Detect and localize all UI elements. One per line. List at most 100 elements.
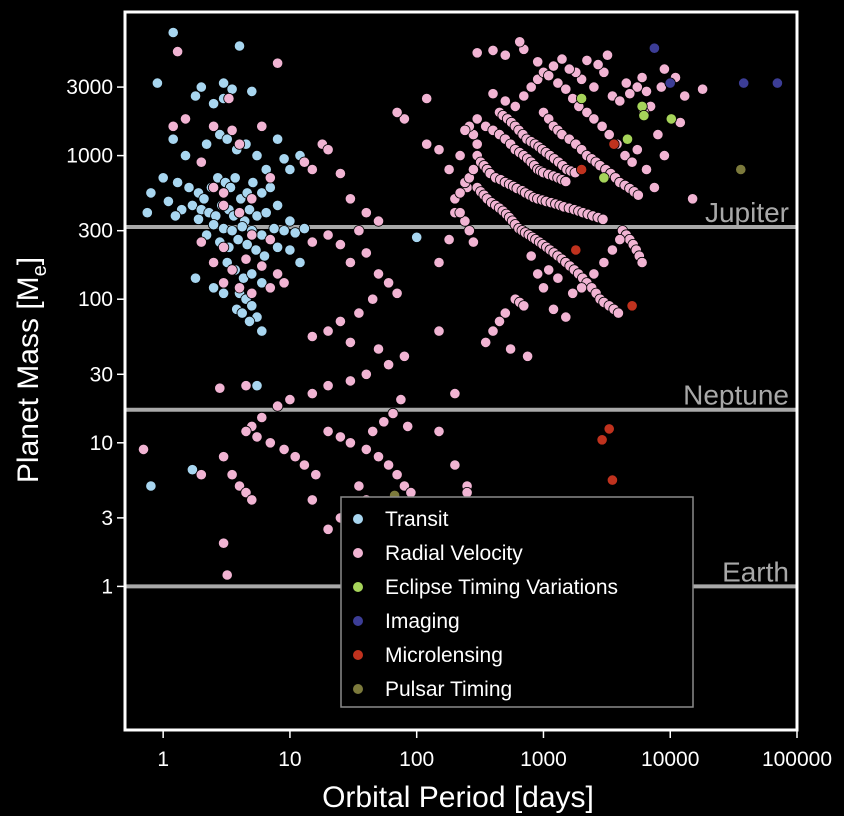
x-tick-label: 10 bbox=[278, 748, 301, 771]
point-transit bbox=[256, 325, 268, 337]
reference-labels: Jupiter Neptune Earth bbox=[683, 197, 789, 587]
point-transit bbox=[208, 282, 220, 294]
point-transit bbox=[151, 77, 163, 89]
reference-label-jupiter: Jupiter bbox=[705, 197, 789, 228]
point-radial-velocity bbox=[658, 150, 671, 162]
point-transit bbox=[411, 231, 423, 243]
point-radial-velocity bbox=[405, 486, 417, 499]
point-transit bbox=[192, 213, 205, 225]
point-transit bbox=[258, 250, 271, 262]
point-radial-velocity bbox=[614, 95, 626, 107]
point-radial-velocity bbox=[322, 425, 334, 437]
point-transit bbox=[162, 195, 174, 207]
point-transit bbox=[246, 300, 258, 312]
point-transit bbox=[226, 225, 238, 237]
point-pulsar-timing bbox=[735, 163, 747, 176]
point-radial-velocity bbox=[221, 569, 233, 581]
point-radial-velocity bbox=[167, 120, 179, 132]
point-radial-velocity bbox=[298, 156, 310, 168]
point-radial-velocity bbox=[271, 400, 284, 412]
point-radial-velocity bbox=[233, 282, 246, 294]
point-radial-velocity bbox=[278, 443, 290, 455]
point-radial-velocity bbox=[306, 330, 318, 343]
point-transit bbox=[284, 244, 296, 256]
point-imaging bbox=[738, 77, 750, 89]
point-radial-velocity bbox=[208, 256, 220, 269]
point-radial-velocity bbox=[353, 225, 365, 237]
point-radial-velocity bbox=[518, 90, 530, 102]
point-radial-velocity bbox=[306, 387, 318, 400]
legend-marker-imaging bbox=[353, 616, 363, 626]
point-radial-velocity bbox=[603, 129, 615, 141]
point-radial-velocity bbox=[334, 167, 346, 180]
x-tick-label: 1 bbox=[157, 748, 169, 771]
point-radial-velocity bbox=[592, 58, 604, 71]
legend-label-imaging: Imaging bbox=[385, 610, 460, 633]
x-tick-label: 100 bbox=[399, 748, 434, 771]
point-radial-velocity bbox=[264, 172, 276, 184]
point-radial-velocity bbox=[588, 113, 600, 125]
reference-label-earth: Earth bbox=[722, 556, 789, 587]
point-radial-velocity bbox=[514, 36, 526, 48]
point-radial-velocity bbox=[298, 459, 310, 471]
point-radial-velocity bbox=[208, 120, 220, 132]
point-radial-velocity bbox=[246, 494, 258, 506]
point-radial-velocity bbox=[537, 282, 550, 294]
point-eclipse-timing-variations bbox=[621, 133, 634, 145]
point-transit bbox=[250, 244, 262, 256]
point-radial-velocity bbox=[454, 187, 466, 199]
point-transit bbox=[268, 223, 280, 235]
point-radial-velocity bbox=[240, 253, 252, 265]
point-eclipse-timing-variations bbox=[636, 100, 648, 113]
point-transit bbox=[264, 181, 276, 194]
point-radial-velocity bbox=[240, 425, 252, 437]
point-transit bbox=[195, 81, 207, 93]
point-transit bbox=[145, 480, 157, 492]
point-radial-velocity bbox=[391, 287, 403, 299]
point-transit bbox=[218, 77, 230, 89]
point-radial-velocity bbox=[636, 256, 648, 269]
point-radial-velocity bbox=[334, 431, 346, 443]
point-radial-velocity bbox=[226, 264, 238, 276]
point-radial-velocity bbox=[636, 71, 648, 84]
point-radial-velocity bbox=[509, 100, 521, 113]
point-radial-velocity bbox=[433, 144, 445, 156]
point-radial-velocity bbox=[443, 163, 455, 176]
point-transit bbox=[256, 277, 268, 289]
point-radial-velocity bbox=[606, 244, 619, 256]
point-radial-velocity bbox=[271, 268, 284, 280]
x-tick-label: 1000 bbox=[520, 748, 567, 771]
y-axis-label-main: Planet Mass [M bbox=[12, 276, 45, 483]
point-transit bbox=[246, 85, 258, 98]
point-transit bbox=[198, 193, 210, 205]
x-tick-label: 100000 bbox=[762, 748, 832, 771]
point-transit bbox=[172, 176, 184, 189]
point-radial-velocity bbox=[195, 236, 207, 248]
point-radial-velocity bbox=[459, 215, 471, 227]
legend-marker-radial-velocity bbox=[353, 548, 363, 558]
point-radial-velocity bbox=[398, 113, 410, 125]
point-radial-velocity bbox=[461, 486, 473, 499]
point-transit bbox=[186, 464, 198, 476]
point-transit bbox=[271, 241, 284, 253]
point-radial-velocity bbox=[240, 486, 252, 499]
point-microlensing bbox=[570, 244, 582, 256]
point-radial-velocity bbox=[601, 49, 614, 61]
point-radial-velocity bbox=[353, 307, 365, 319]
point-eclipse-timing-variations bbox=[598, 172, 610, 184]
point-radial-velocity bbox=[525, 81, 537, 93]
legend-label-radial-velocity: Radial Velocity bbox=[385, 542, 523, 565]
point-radial-velocity bbox=[367, 425, 379, 437]
point-transit bbox=[243, 204, 256, 216]
legend-marker-pulsar-timing bbox=[353, 684, 363, 694]
point-radial-velocity bbox=[310, 469, 322, 481]
y-tick-label: 10 bbox=[90, 432, 113, 455]
point-radial-velocity bbox=[367, 293, 379, 305]
point-eclipse-timing-variations bbox=[665, 113, 677, 125]
point-radial-velocity bbox=[360, 207, 372, 219]
point-radial-velocity bbox=[378, 416, 390, 428]
point-radial-velocity bbox=[499, 49, 511, 61]
point-radial-velocity bbox=[631, 81, 643, 93]
x-axis-label: Orbital Period [days] bbox=[322, 781, 594, 814]
point-radial-velocity bbox=[620, 77, 632, 89]
